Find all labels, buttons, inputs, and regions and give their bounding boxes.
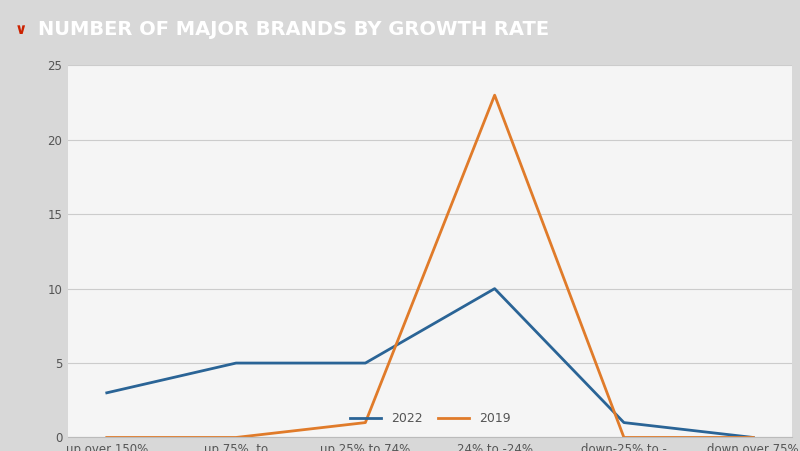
2019: [231, 435, 241, 440]
Text: NUMBER OF MAJOR BRANDS BY GROWTH RATE: NUMBER OF MAJOR BRANDS BY GROWTH RATE: [38, 20, 550, 39]
2022: [361, 360, 370, 366]
2022: [749, 435, 758, 440]
2019: [361, 420, 370, 425]
2022: [102, 390, 111, 396]
Legend: 2022, 2019: 2022, 2019: [343, 406, 517, 431]
2019: [490, 92, 499, 98]
2019: [619, 435, 629, 440]
2019: [102, 435, 111, 440]
Line: 2022: 2022: [106, 289, 754, 437]
2022: [619, 420, 629, 425]
2022: [490, 286, 499, 291]
Line: 2019: 2019: [106, 95, 754, 437]
Text: ∨: ∨: [14, 22, 26, 37]
2022: [231, 360, 241, 366]
2019: [749, 435, 758, 440]
